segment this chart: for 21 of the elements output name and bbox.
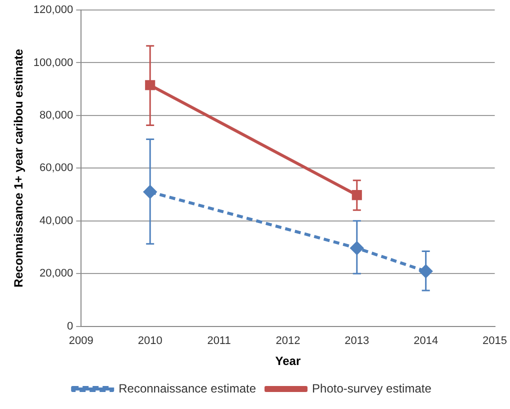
x-tick-label: 2013 [344,335,370,348]
y-tick-label: 100,000 [33,56,74,69]
y-tick-label: 120,000 [33,4,74,16]
x-tick-label: 2014 [414,335,438,348]
point [145,80,156,90]
y-tick-label: 40,000 [40,214,74,227]
y-tick-label: 80,000 [40,110,74,122]
point [352,190,362,200]
y-tick-label: 0 [67,320,74,332]
legend-label: Photo-survey estimate [312,381,432,396]
y-tick-label: 60,000 [40,162,74,174]
x-tick-label: 2009 [68,335,94,348]
y-axis-title: Reconnaissance 1+ year caribou estimate [12,48,26,288]
x-axis-title: Year [275,354,301,368]
legend-label: Reconnaissance estimate [118,381,256,396]
x-tick-label: 2012 [276,335,300,348]
x-tick-label: 2015 [482,335,508,348]
point [419,264,432,278]
y-tick-label: 20,000 [40,268,74,280]
x-tick-label: 2011 [207,335,231,348]
x-tick-label: 2010 [138,335,162,348]
